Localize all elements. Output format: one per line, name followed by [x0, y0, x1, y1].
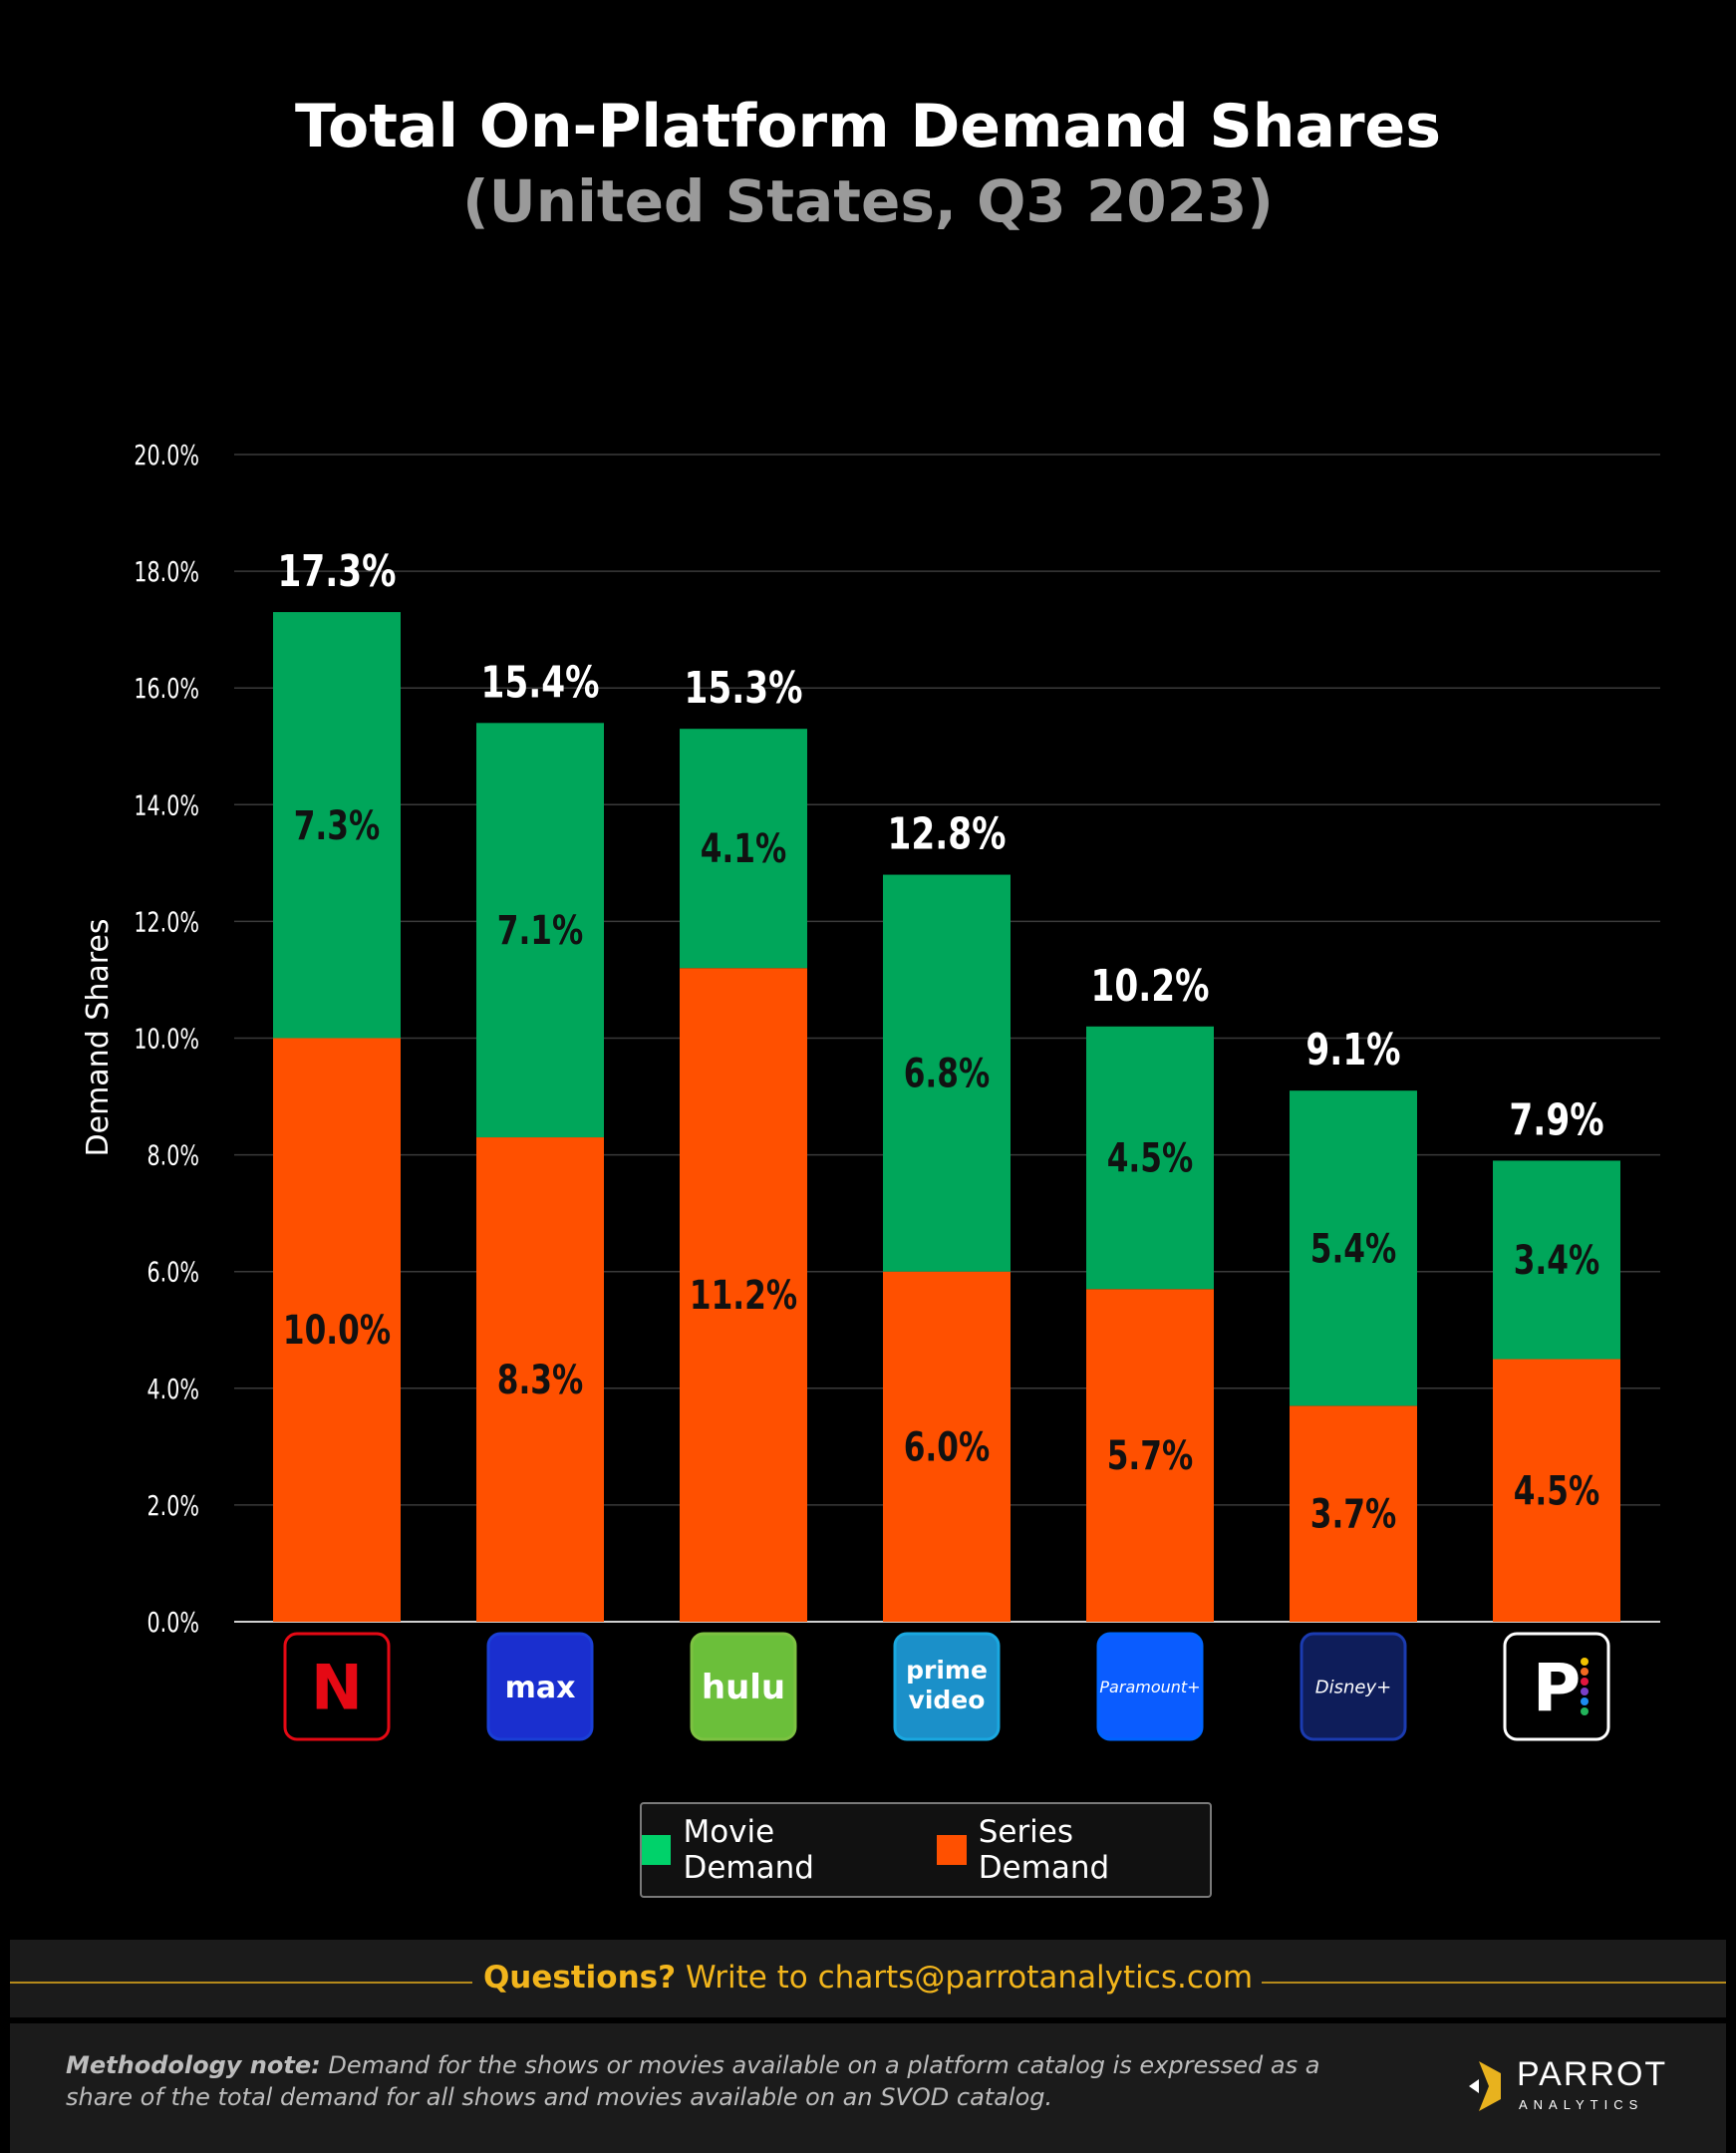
- platform-logo: [486, 1632, 594, 1741]
- footer-separator: [10, 2017, 1726, 2023]
- data-label: 4.5%: [1107, 1136, 1194, 1182]
- bar-segment-movie: [1290, 1090, 1417, 1406]
- platform-logo: [283, 1632, 391, 1741]
- footer-divider-right: [1262, 1982, 1726, 1984]
- data-label: 3.4%: [1514, 1238, 1600, 1284]
- y-tick-label: 20.0%: [134, 440, 199, 472]
- data-label: 4.1%: [701, 827, 787, 873]
- bar-segment-series: [1086, 1289, 1214, 1622]
- platform-logo-text: video: [909, 1686, 986, 1714]
- chart-title: Total On-Platform Demand Shares: [295, 92, 1441, 161]
- bar-segment-movie: [476, 723, 604, 1138]
- platform-logo-text: prime: [906, 1656, 988, 1685]
- y-tick-label: 8.0%: [147, 1139, 199, 1172]
- y-tick-label: 14.0%: [134, 789, 199, 822]
- bar-segment-series: [273, 1038, 401, 1622]
- platform-logo: [1300, 1632, 1407, 1741]
- y-tick-label: 2.0%: [147, 1490, 199, 1523]
- total-label: 12.8%: [887, 808, 1006, 859]
- platform-logo: [690, 1632, 797, 1741]
- peacock-dot: [1581, 1707, 1589, 1715]
- bar-segment-movie: [1493, 1160, 1620, 1360]
- bar-segment-movie: [1086, 1026, 1214, 1290]
- peacock-dot: [1581, 1658, 1589, 1666]
- total-label: 17.3%: [277, 546, 396, 597]
- total-label: 7.9%: [1509, 1094, 1603, 1145]
- total-label: 10.2%: [1090, 961, 1209, 1012]
- chart-legend: Movie Demand Series Demand: [640, 1802, 1212, 1898]
- y-axis-label: Demand Shares: [81, 919, 116, 1157]
- bar-segment-movie: [680, 729, 807, 969]
- footer: Questions? Write to charts@parrotanalyti…: [10, 1940, 1726, 2153]
- legend-label-movie: Movie Demand: [683, 1814, 814, 1886]
- questions-line: Questions? Write to charts@parrotanalyti…: [10, 1960, 1726, 1996]
- methodology-text: Demand for the shows or movies available…: [66, 2051, 1320, 2112]
- bar-segment-movie: [273, 612, 401, 1039]
- peacock-dot: [1581, 1688, 1589, 1695]
- platform-logo-text: Paramount+: [1099, 1678, 1200, 1696]
- brand-subtitle: ANALYTICS: [1519, 2097, 1644, 2112]
- peacock-dot: [1581, 1678, 1589, 1686]
- data-label: 8.3%: [497, 1358, 584, 1403]
- y-tick-label: 6.0%: [147, 1257, 199, 1290]
- data-label: 3.7%: [1310, 1492, 1397, 1538]
- data-label: 5.7%: [1107, 1433, 1194, 1479]
- bar-segment-series: [1493, 1359, 1620, 1622]
- methodology-label: Methodology note:: [66, 2051, 321, 2079]
- brand-name: PARROT: [1517, 2055, 1668, 2093]
- platform-logo-text: N: [311, 1651, 363, 1723]
- bar-segment-series: [680, 968, 807, 1622]
- total-label: 9.1%: [1305, 1025, 1400, 1076]
- data-label: 6.8%: [904, 1052, 991, 1097]
- platform-logo-text: hulu: [702, 1668, 785, 1707]
- bar-segment-movie: [883, 874, 1011, 1272]
- y-tick-label: 10.0%: [134, 1023, 199, 1056]
- y-tick-label: 18.0%: [134, 556, 199, 589]
- parrot-analytics-logo: PARROT ANALYTICS: [1455, 2051, 1704, 2121]
- questions-email[interactable]: Write to charts@parrotanalytics.com: [676, 1960, 1254, 1996]
- platform-logo: [1096, 1632, 1204, 1741]
- data-label: 5.4%: [1310, 1227, 1397, 1273]
- data-label: 7.3%: [294, 803, 381, 849]
- legend-item-movie: Movie Demand: [642, 1814, 911, 1886]
- data-label: 4.5%: [1514, 1469, 1600, 1515]
- stacked-bar-chart: 0.0% 2.0% 4.0% 6.0% 8.0% 10.0% 12.0% 14.0% 16.0%…: [81, 440, 1660, 1741]
- peacock-dot: [1581, 1668, 1589, 1676]
- questions-label: Questions?: [482, 1960, 677, 1996]
- data-label: 10.0%: [283, 1309, 391, 1355]
- bar-segment-series: [883, 1271, 1011, 1622]
- bar-segment-series: [476, 1137, 604, 1622]
- total-label: 15.4%: [480, 657, 599, 708]
- platform-logo-text: P: [1533, 1650, 1581, 1726]
- legend-swatch-series: [937, 1835, 967, 1865]
- total-label: 15.3%: [684, 663, 802, 714]
- platform-logo-text: Disney+: [1315, 1677, 1391, 1697]
- data-label: 11.2%: [690, 1273, 797, 1319]
- y-tick-label: 16.0%: [134, 673, 199, 706]
- data-label: 7.1%: [497, 908, 584, 954]
- platform-logo-text: max: [505, 1671, 576, 1705]
- y-tick-label: 0.0%: [147, 1607, 199, 1640]
- legend-item-series: Series Demand: [937, 1814, 1210, 1886]
- bar-segment-series: [1290, 1405, 1417, 1622]
- platform-logo: [893, 1632, 1001, 1741]
- peacock-dot: [1581, 1697, 1589, 1705]
- data-label: 6.0%: [904, 1425, 991, 1471]
- footer-divider-left: [10, 1982, 472, 1984]
- chart-subtitle: (United States, Q3 2023): [462, 167, 1274, 235]
- y-tick-label: 4.0%: [147, 1374, 199, 1406]
- parrot-logo-icon: [1469, 2061, 1501, 2111]
- methodology-note: Methodology note: Demand for the shows o…: [66, 2049, 1381, 2114]
- legend-swatch-movie: [642, 1835, 672, 1865]
- legend-label-series: Series Demand: [978, 1814, 1110, 1886]
- y-tick-label: 12.0%: [134, 906, 199, 939]
